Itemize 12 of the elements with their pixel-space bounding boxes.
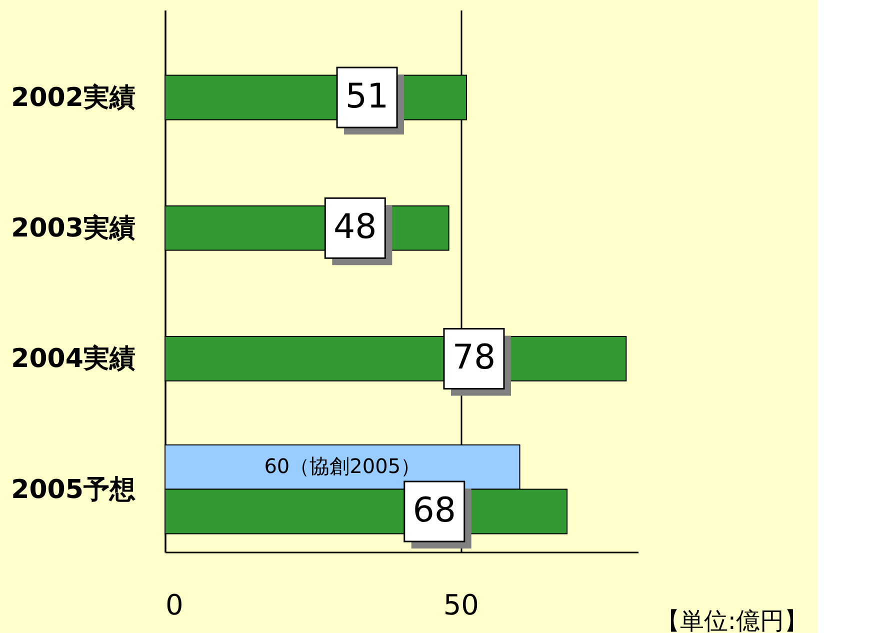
data-label: 60（協創2005） <box>264 454 421 478</box>
x-tick-label: 50 <box>443 588 479 622</box>
data-label: 68 <box>412 490 456 531</box>
y-tick-label: 2003実績 <box>11 214 136 244</box>
data-label: 48 <box>334 207 377 248</box>
text: 【単位:億円】 <box>656 607 808 633</box>
y-tick-label: 2005予想 <box>11 474 136 505</box>
data-label: 78 <box>452 338 496 378</box>
y-tick-label: 2002実績 <box>11 83 136 114</box>
y-tick-label: 2004実績 <box>11 344 136 374</box>
x-tick-label: 0 <box>166 588 184 622</box>
data-label: 51 <box>345 76 389 117</box>
